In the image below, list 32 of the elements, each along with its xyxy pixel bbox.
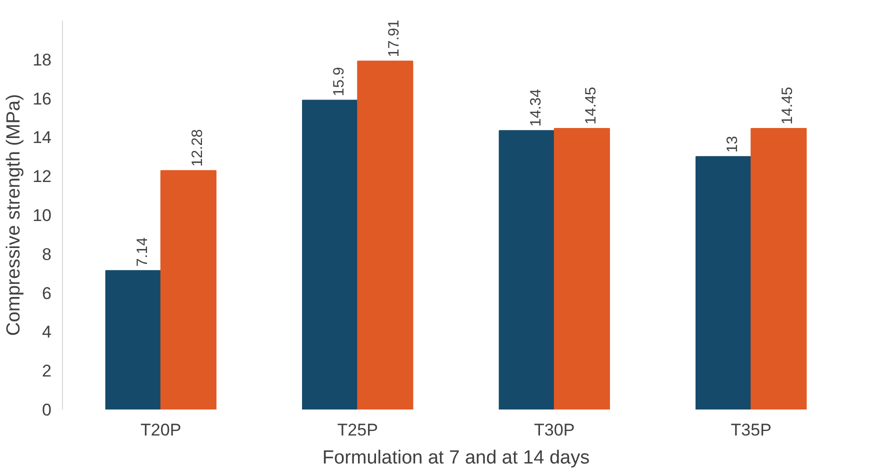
data-label: 12.28: [188, 129, 206, 167]
data-label: 14.45: [582, 86, 600, 124]
data-label: 14.45: [779, 86, 796, 124]
y-axis-title: Compressive strength (MPa): [4, 94, 25, 336]
bar: [302, 100, 358, 410]
bar: [554, 128, 610, 410]
y-tick-label: 18: [32, 50, 52, 70]
y-tick-label: 12: [32, 167, 52, 186]
x-tick-label: T35P: [730, 420, 772, 440]
bar: [160, 170, 216, 410]
bar: [750, 128, 807, 410]
y-tick-label: 10: [32, 206, 52, 225]
y-tick-label: 2: [42, 362, 52, 381]
bar: [357, 60, 414, 410]
y-tick-label: 4: [42, 322, 52, 342]
bar: [498, 130, 555, 410]
y-tick-label: 14: [32, 128, 52, 148]
y-tick-label: 8: [42, 244, 52, 264]
data-label: 15.9: [330, 67, 348, 96]
y-tick-label: 6: [42, 284, 52, 303]
x-tick-label: T30P: [534, 420, 575, 440]
x-tick-label: T20P: [140, 420, 182, 440]
x-axis-title: Formulation at 7 and at 14 days: [322, 448, 590, 468]
y-tick-label: 0: [42, 400, 52, 420]
x-tick-label: T25P: [337, 420, 378, 440]
data-label: 13: [724, 136, 742, 153]
bar: [696, 156, 752, 410]
bar: [105, 270, 162, 410]
data-label: 14.34: [527, 89, 544, 127]
data-label: 17.91: [386, 20, 403, 58]
data-label: 7.14: [134, 237, 151, 267]
y-tick-label: 16: [32, 89, 52, 108]
